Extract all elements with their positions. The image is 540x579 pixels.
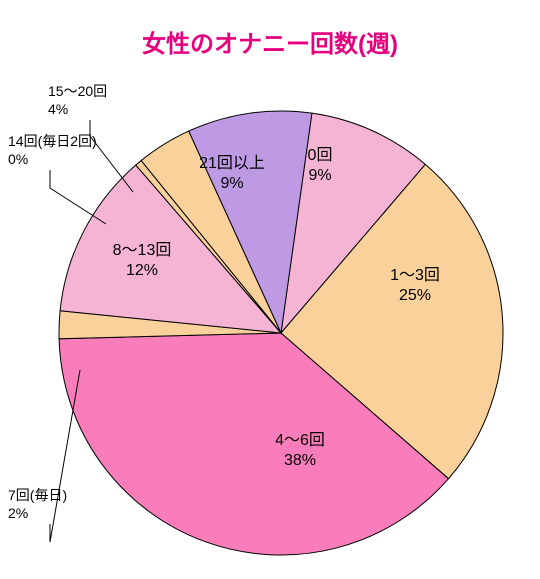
leader-line — [50, 370, 80, 542]
external-label: 14回(毎日2回)0% — [8, 133, 97, 167]
pie-chart: 0回9%1～3回25%4～6回38%8～13回12%21回以上9%7回(毎日)2… — [0, 0, 540, 579]
external-label: 15～20回4% — [48, 83, 107, 117]
external-label: 7回(毎日)2% — [8, 487, 67, 521]
